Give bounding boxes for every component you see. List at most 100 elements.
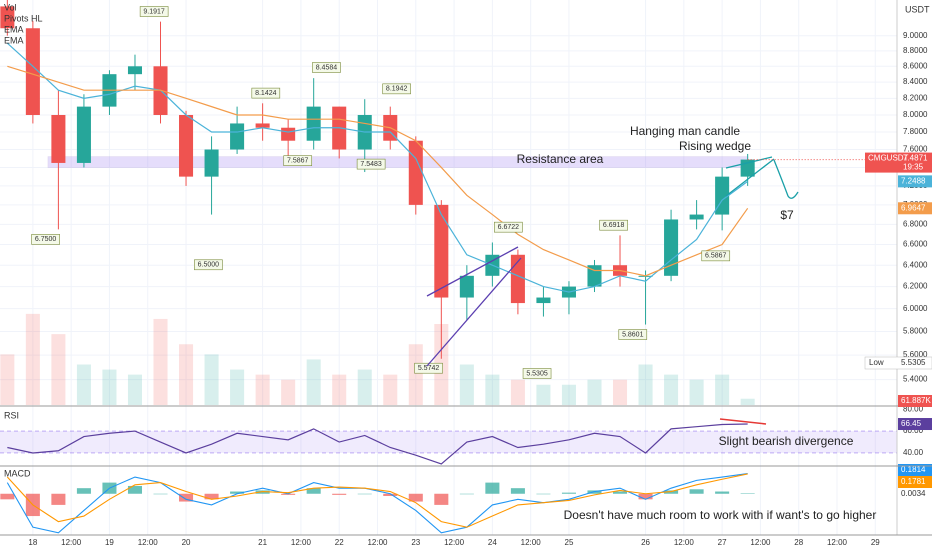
pivot-box [251,87,281,99]
legend-entry: Vol [4,2,17,12]
pivot-label: 8.1424 [255,90,277,97]
volume-bar [127,374,143,405]
rsi-tick-label: 40.00 [903,448,924,457]
volume-bar [306,359,321,405]
pivot-box [618,329,648,340]
annotation: Doesn't have much room to work with if w… [564,508,877,522]
volume-bar [230,369,245,405]
volume-bar [510,379,525,405]
volume-bar [664,374,679,405]
volume-bar [51,334,66,405]
x-tick-label: 27 [718,538,727,547]
rsi-tag: 66.45 [901,419,922,428]
volume-layer [0,313,755,405]
volume-bar [459,364,474,405]
pivot-label: 6.5000 [198,262,220,269]
resistance-zone [47,156,749,168]
rsi-line [7,423,748,465]
macd-histogram-bar [357,493,372,495]
symbol-label: CMGUSDT [868,154,909,163]
pane-title: MACD [4,468,31,478]
volume-bar [536,384,551,405]
x-tick-label: 12:00 [61,538,82,547]
wedge-line [426,257,522,367]
macd-histogram-bar [664,490,679,494]
y-tick-label: 7.8000 [903,127,928,136]
pivot-box [522,368,552,379]
y-tick-label: 5.4000 [903,375,928,384]
macd-histogram-bar [383,493,398,496]
macd-histogram-bar [638,493,653,500]
pivot-box [31,234,60,245]
y-tick-label: 5.6000 [903,350,928,359]
y-tick-label: 7.6000 [903,145,928,154]
low-tag-bg [864,356,932,370]
legend-entry: EMA [4,35,24,45]
divergence-line [719,418,767,425]
macd-histogram-bar [153,493,168,495]
macd-histogram-bar [740,493,755,494]
macd-histogram-bar [408,493,423,502]
macd-tag-bg [898,464,932,476]
x-tick-label: 12:00 [750,538,771,547]
pivot-label: 8.1942 [386,86,408,93]
wedge-line [725,158,775,197]
y-tick-label: 9.0000 [903,31,928,40]
rsi-tick-label: 80.00 [903,404,924,413]
y-tick-label: 8.4000 [903,77,928,86]
candle-body [179,114,194,177]
macd-histogram-bar [536,493,551,495]
pivot-box [494,221,523,233]
pivot-label: 7.5867 [287,158,309,165]
candle-body [510,254,525,304]
macd-layer: 0.1814 0.1781 0.0034 [0,464,932,534]
volume-bar [587,379,602,405]
macd-histogram-bar [230,491,245,494]
pivot-label: 8.4584 [316,64,338,71]
zone-layer [47,156,749,168]
pivot-label: 9.1917 [143,8,165,15]
macd-histogram-bar [612,491,628,494]
pivot-box [701,250,731,262]
pivot-label: 6.7500 [35,236,57,243]
volume-bar [332,374,347,405]
candle-body [230,123,245,150]
overlay-layer: 9.1917 8.1424 8.4584 8.1942 6.6722 6.6918 6.75… [6,6,749,379]
annotation: Slight bearish divergence [719,434,854,448]
rsi-tick-label: 60.00 [903,426,924,435]
candle-body [25,28,40,115]
macd-histogram-bar [0,493,15,500]
volume-bar [0,354,15,405]
pivot-label: 7.5483 [360,161,382,168]
x-tick-label: 25 [565,538,574,547]
ema-price-tag-bg [898,175,932,188]
x-tick-label: 12:00 [367,538,388,547]
y-tick-label: 6.2000 [903,282,928,291]
volume-bar [153,318,168,405]
candle-body [689,214,704,220]
candle-body [51,114,66,163]
x-tick-label: 20 [182,538,191,547]
legend-entry: EMA [4,24,24,34]
pivot-box [599,219,628,231]
y-tick-label: 6.0000 [903,304,928,313]
y-tick-label: 6.8000 [903,220,928,229]
pivot-box [194,259,223,271]
macd-histogram-bar [561,492,576,494]
x-tick-label: 12:00 [827,538,848,547]
volume-bar [715,374,730,405]
macd-histogram-bar [51,493,66,505]
low-tag-value: 5.5305 [901,358,926,367]
pane-title: RSI [4,410,19,420]
pivot-box [382,83,411,95]
pivot-label: 5.5305 [526,370,548,377]
annotation: Rising wedge [679,139,751,153]
volume-bar [281,379,296,405]
x-tick-label: 12:00 [444,538,465,547]
x-tick-label: 12:00 [138,538,159,547]
candle-body [536,297,551,304]
last-price-bg [865,152,932,173]
y-tick-label: 5.8000 [903,327,928,336]
ema-line [7,65,749,277]
